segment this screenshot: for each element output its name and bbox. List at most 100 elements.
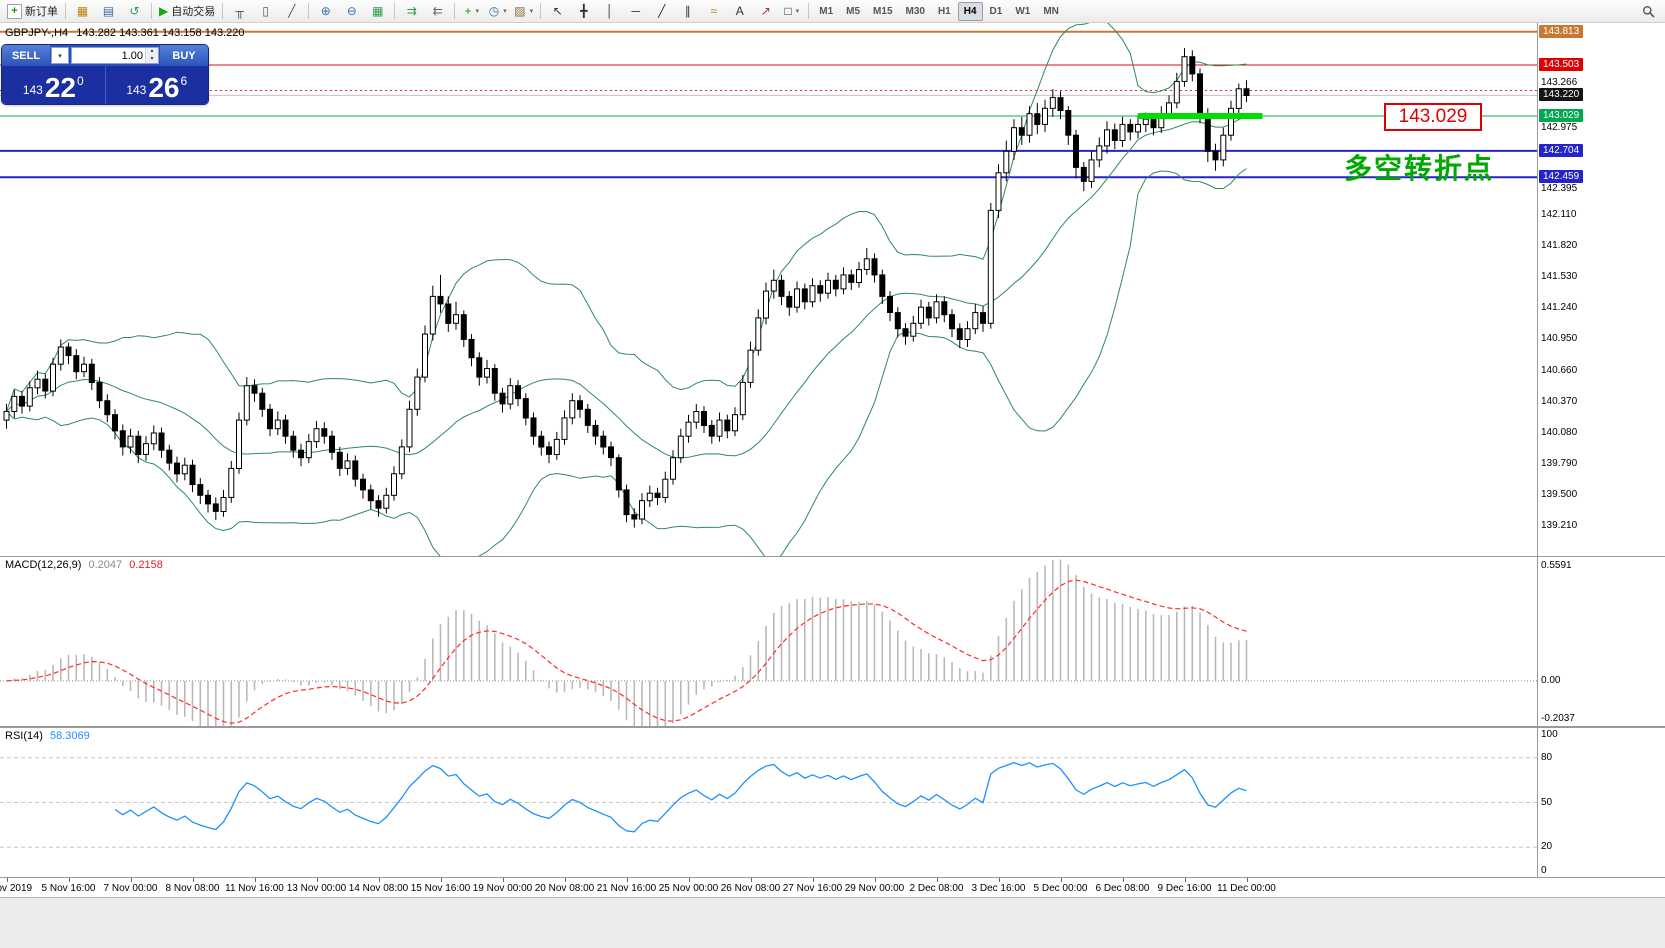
vertical-line-icon[interactable]: │: [605, 4, 614, 18]
tile-windows-icon[interactable]: ▦: [372, 4, 384, 18]
timeframe-D1[interactable]: D1: [989, 5, 1003, 17]
price-axis-label: 20: [1541, 841, 1553, 852]
time-axis-tick: [1246, 878, 1248, 882]
time-axis-tick: [1122, 878, 1124, 882]
price-axis-label: 140.370: [1541, 396, 1578, 407]
time-axis-label: 5 Dec 00:00: [1033, 883, 1088, 894]
timeframe-M1[interactable]: M1: [819, 5, 834, 17]
main-toolbar: + 新订单 ▦ ▤ ↺ ▶ 自动交易 ╥ ▯ ╱ ⊕ ⊖ ▦ ⇉ ⇇ + ▾ ◷ ▾ ▨ ▾ ↖ ╋ │ ─ ╱ ∥ ≈ A ↗ □ ▾ M1 M…: [0, 0, 1665, 23]
price-axis-label: 0.00: [1541, 675, 1561, 686]
time-axis-tick: [564, 878, 566, 882]
arrow-tool-icon[interactable]: ↗: [760, 4, 771, 18]
macd-signal-value: 0.2158: [129, 559, 163, 571]
price-axis-label: 140.660: [1541, 365, 1578, 376]
timeframe-W1[interactable]: W1: [1015, 5, 1031, 17]
volume-value[interactable]: 1.00: [121, 49, 143, 62]
candlestick-chart-icon[interactable]: ▯: [262, 4, 270, 18]
time-axis-tick: [378, 878, 380, 882]
chart-info-line: GBPJPY-,H4 143.282 143.361 143.158 143.2…: [5, 27, 244, 39]
time-axis-label: 3 Dec 16:00: [971, 883, 1026, 894]
market-watch-icon[interactable]: ▤: [102, 4, 115, 18]
auto-scroll-icon[interactable]: ⇉: [406, 4, 417, 18]
volume-field[interactable]: 1.00 ▴ ▾: [71, 47, 159, 64]
time-axis-label: 5 Nov 16:00: [41, 883, 96, 894]
time-axis-border: [0, 897, 1665, 898]
rsi-value: 58.3069: [49, 730, 90, 742]
timeframe-H4[interactable]: H4: [957, 1, 983, 21]
sell-price-pipette: 0: [77, 74, 84, 88]
price-axis-label: 141.820: [1541, 240, 1578, 251]
price-badge: 143.220: [1539, 88, 1584, 101]
navigator-icon[interactable]: ↺: [129, 4, 140, 18]
zoom-out-icon[interactable]: ⊖: [346, 4, 357, 18]
buy-price[interactable]: 143 26 6: [106, 66, 209, 104]
new-order-button[interactable]: + 新订单: [4, 2, 61, 21]
panel-separator[interactable]: [0, 726, 1665, 728]
buy-price-prefix: 143: [126, 83, 147, 97]
autotrading-button[interactable]: ▶ 自动交易: [159, 4, 216, 18]
time-axis-tick: [812, 878, 814, 882]
text-icon[interactable]: A: [735, 4, 744, 18]
macd-plot[interactable]: [0, 557, 1537, 726]
price-axis-label: 0: [1541, 865, 1547, 876]
panel-separator[interactable]: [0, 556, 1665, 557]
time-axis-label: 11 Dec 00:00: [1217, 883, 1276, 894]
horizontal-line-icon[interactable]: ─: [631, 4, 640, 18]
time-axis-tick: [688, 878, 690, 882]
time-axis-label: 26 Nov 08:00: [720, 883, 781, 894]
time-axis-label: 8 Nov 08:00: [165, 883, 220, 894]
window-background: [0, 898, 1665, 948]
buy-button[interactable]: BUY: [160, 45, 208, 66]
main-chart-plot[interactable]: [0, 23, 1537, 556]
one-click-trading-widget: SELL ▾ 1.00 ▴ ▾ BUY 143 22 0 143 26 6: [2, 45, 208, 104]
price-axis-label: 142.395: [1541, 183, 1578, 194]
timeframe-M5[interactable]: M5: [846, 5, 861, 17]
timeframe-H1[interactable]: H1: [937, 5, 951, 17]
search-icon[interactable]: [1636, 2, 1661, 21]
price-axis[interactable]: 143.813 143.503 143.220 143.029 142.704 142.4…: [1538, 0, 1665, 948]
macd-main-value: 0.2047: [88, 559, 123, 571]
shapes-icon[interactable]: □ ▾: [784, 4, 800, 18]
time-axis[interactable]: 4 Nov 2019 5 Nov 16:00 7 Nov 00:00 8 Nov 08…: [0, 878, 1665, 897]
cursor-icon[interactable]: ↖: [552, 4, 563, 18]
templates-icon[interactable]: ▨ ▾: [514, 4, 534, 18]
time-axis-label: 11 Nov 16:00: [225, 883, 284, 894]
price-axis-label: 100: [1541, 729, 1558, 740]
sell-button[interactable]: SELL: [2, 45, 50, 66]
periods-icon[interactable]: ◷ ▾: [488, 4, 507, 18]
price-axis-label: 140.080: [1541, 427, 1578, 438]
charts-icon[interactable]: ▦: [76, 4, 89, 18]
channel-icon[interactable]: ∥: [684, 4, 691, 18]
volume-dropdown[interactable]: ▾: [51, 47, 69, 64]
rsi-plot[interactable]: [0, 728, 1537, 877]
trendline-icon[interactable]: ╱: [658, 4, 666, 18]
volume-stepper[interactable]: ▴ ▾: [145, 48, 158, 63]
time-axis-label: 19 Nov 00:00: [472, 883, 533, 894]
chart-shift-icon[interactable]: ⇇: [432, 4, 443, 18]
price-axis-label: 50: [1541, 797, 1553, 808]
time-axis-tick: [440, 878, 442, 882]
price-badge: 142.704: [1539, 144, 1584, 157]
timeframe-M15[interactable]: M15: [873, 5, 893, 17]
price-badge: 143.503: [1539, 58, 1584, 71]
line-chart-icon[interactable]: ╱: [288, 4, 296, 18]
toolbar-separator: [151, 3, 152, 19]
price-axis-label: 140.950: [1541, 333, 1578, 344]
timeframe-M30[interactable]: M30: [905, 5, 925, 17]
toolbar-separator: [808, 3, 810, 19]
price-axis-label: -0.2037: [1541, 713, 1575, 724]
fibonacci-icon[interactable]: ≈: [710, 4, 718, 18]
sell-price[interactable]: 143 22 0: [2, 66, 105, 104]
zoom-in-icon[interactable]: ⊕: [320, 4, 331, 18]
time-axis-label: 6 Dec 08:00: [1095, 883, 1150, 894]
time-axis-tick: [626, 878, 628, 882]
panel-separator[interactable]: [0, 877, 1665, 878]
price-axis-label: 141.240: [1541, 302, 1578, 313]
time-axis-tick: [502, 878, 504, 882]
bar-chart-icon[interactable]: ╥: [235, 4, 244, 18]
timeframe-MN[interactable]: MN: [1043, 5, 1059, 17]
buy-price-pipette: 6: [180, 74, 188, 88]
crosshair-icon[interactable]: ╋: [580, 4, 588, 18]
indicators-icon[interactable]: + ▾: [464, 4, 479, 18]
